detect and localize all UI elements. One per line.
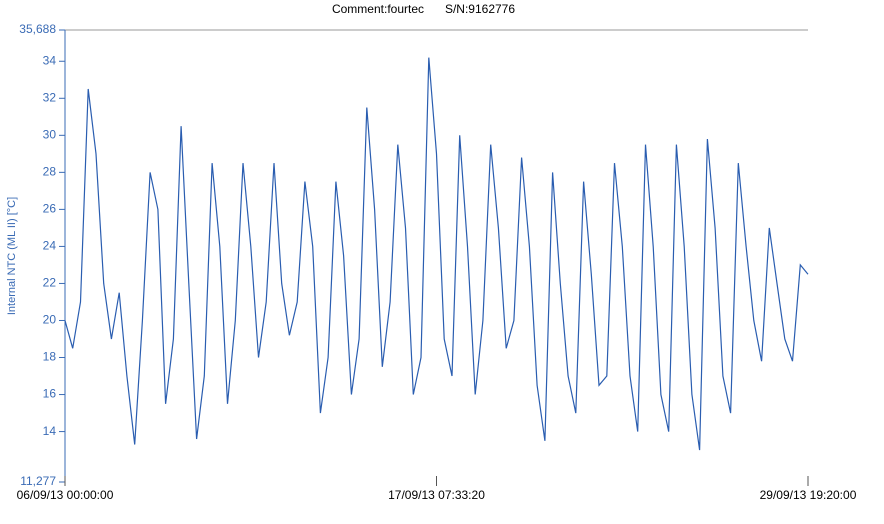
y-tick-label: 22: [43, 276, 57, 290]
y-axis-label: Internal NTC (ML II) [°C]: [6, 197, 18, 315]
y-tick-label: 35,688: [19, 22, 56, 36]
y-tick-label: 11,277: [20, 474, 56, 488]
chart-subtitle: S/N:9162776: [445, 2, 515, 16]
x-tick-label: 29/09/13 19:20:00: [760, 488, 857, 502]
line-series: [64, 57, 809, 451]
y-tick-label: 34: [43, 53, 57, 67]
y-tick-label: 18: [43, 350, 57, 364]
chart-title: Comment:fourtec: [332, 2, 424, 16]
y-tick-label: 32: [43, 90, 57, 104]
y-tick-label: 26: [43, 202, 57, 216]
x-tick-label: 17/09/13 07:33:20: [388, 488, 485, 502]
y-tick-label: 30: [43, 127, 57, 141]
y-tick-label: 28: [43, 165, 57, 179]
y-tick-label: 14: [43, 424, 57, 438]
y-tick-label: 20: [43, 313, 57, 327]
y-tick-label: 16: [43, 387, 57, 401]
y-tick-label: 24: [43, 239, 57, 253]
x-tick-label: 06/09/13 00:00:00: [17, 488, 114, 502]
